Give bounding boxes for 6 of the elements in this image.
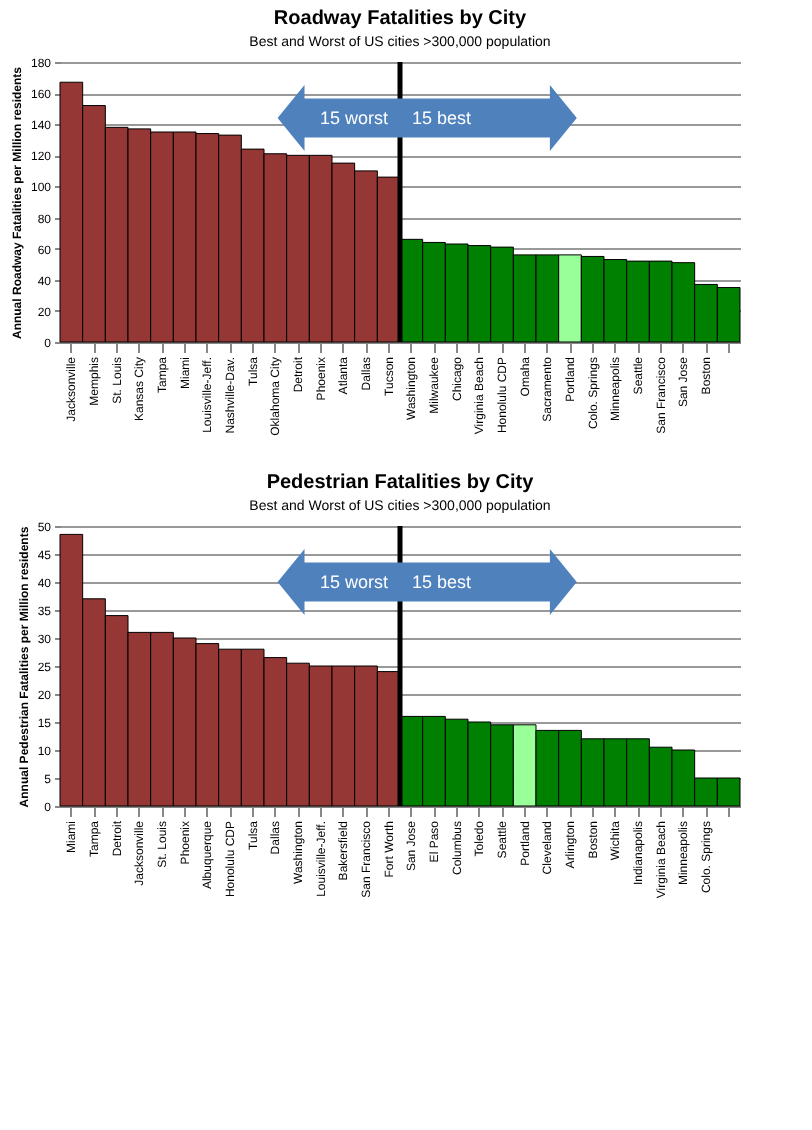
annotation: 15 worst — [319, 108, 389, 128]
annotation: 15 worst — [319, 572, 389, 592]
annotation: 15 best — [412, 108, 473, 128]
annotation: 15 best — [412, 572, 473, 592]
chart-title: Pedestrian Fatalities by City — [266, 472, 535, 494]
chart-title: Roadway Fatalities by City — [273, 8, 528, 30]
